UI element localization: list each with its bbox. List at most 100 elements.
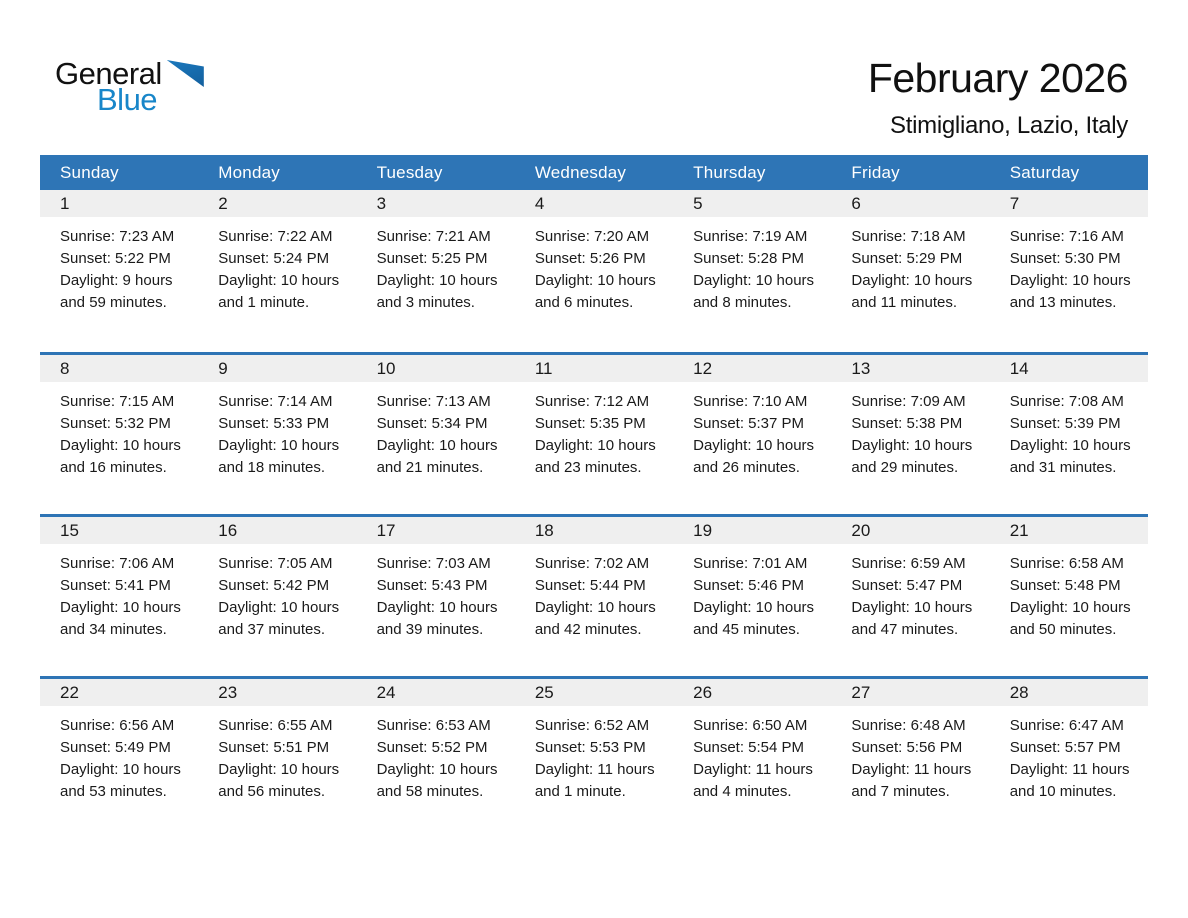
- day-cell: 12 Sunrise: 7:10 AM Sunset: 5:37 PM Dayl…: [673, 355, 832, 514]
- sunset-text: Sunset: 5:28 PM: [693, 250, 805, 267]
- day-info: Sunrise: 7:15 AM Sunset: 5:32 PM Dayligh…: [40, 382, 198, 479]
- day-cell: 11 Sunrise: 7:12 AM Sunset: 5:35 PM Dayl…: [514, 355, 674, 514]
- day-number: 17: [376, 520, 396, 540]
- day-info: Sunrise: 7:10 AM Sunset: 5:37 PM Dayligh…: [673, 382, 831, 479]
- day-info: Sunrise: 7:03 AM Sunset: 5:43 PM Dayligh…: [357, 544, 515, 641]
- day-info: Sunrise: 7:05 AM Sunset: 5:42 PM Dayligh…: [198, 544, 356, 641]
- day-number-band: 24: [356, 679, 515, 706]
- daylight-text-line1: Daylight: 11 hours: [693, 761, 813, 778]
- day-number-band: 7: [989, 190, 1148, 217]
- day-number: 8: [60, 358, 70, 378]
- day-info: Sunrise: 7:23 AM Sunset: 5:22 PM Dayligh…: [40, 217, 198, 314]
- sunrise-text: Sunrise: 6:53 AM: [376, 717, 491, 734]
- day-number-band: 25: [514, 679, 674, 706]
- sunset-text: Sunset: 5:57 PM: [1009, 739, 1121, 756]
- sunset-text: Sunset: 5:46 PM: [693, 577, 805, 594]
- sunset-text: Sunset: 5:37 PM: [693, 415, 805, 432]
- daylight-text-line1: Daylight: 11 hours: [851, 761, 972, 778]
- day-cell: 10 Sunrise: 7:13 AM Sunset: 5:34 PM Dayl…: [356, 355, 515, 514]
- daylight-text-line1: Daylight: 10 hours: [1009, 272, 1131, 289]
- sunset-text: Sunset: 5:22 PM: [60, 250, 171, 267]
- day-cell: 7 Sunrise: 7:16 AM Sunset: 5:30 PM Dayli…: [989, 190, 1148, 352]
- logo-text-general: General: [55, 56, 162, 91]
- daylight-text-line2: and 37 minutes.: [218, 621, 326, 638]
- day-number: 23: [218, 682, 238, 702]
- daylight-text-line2: and 6 minutes.: [534, 294, 634, 311]
- day-number-band: 19: [673, 517, 832, 544]
- day-number-band: 15: [40, 517, 199, 544]
- weekday-header-cell: Tuesday: [376, 162, 443, 182]
- day-number: 21: [1009, 520, 1029, 540]
- day-info: Sunrise: 7:21 AM Sunset: 5:25 PM Dayligh…: [357, 217, 515, 314]
- day-info: Sunrise: 7:02 AM Sunset: 5:44 PM Dayligh…: [515, 544, 673, 641]
- daylight-text-line1: Daylight: 10 hours: [218, 437, 340, 454]
- calendar-table: Sunday Monday Tuesday Wednesday Thursday Frid…: [40, 155, 1148, 838]
- day-info: Sunrise: 6:53 AM Sunset: 5:52 PM Dayligh…: [357, 706, 515, 803]
- logo-triangle-icon: [166, 60, 204, 87]
- sunrise-text: Sunrise: 7:05 AM: [218, 555, 333, 572]
- day-cell: 23 Sunrise: 6:55 AM Sunset: 5:51 PM Dayl…: [198, 679, 357, 838]
- day-cell: 14 Sunrise: 7:08 AM Sunset: 5:39 PM Dayl…: [989, 355, 1148, 514]
- sunset-text: Sunset: 5:48 PM: [1009, 577, 1121, 594]
- daylight-text-line1: Daylight: 11 hours: [534, 761, 655, 778]
- day-cell: 25 Sunrise: 6:52 AM Sunset: 5:53 PM Dayl…: [514, 679, 674, 838]
- sunrise-text: Sunrise: 7:23 AM: [60, 228, 175, 245]
- page-title: February 2026: [867, 55, 1129, 101]
- sunrise-text: Sunrise: 6:59 AM: [851, 555, 966, 572]
- daylight-text-line1: Daylight: 10 hours: [376, 272, 498, 289]
- day-info: Sunrise: 7:16 AM Sunset: 5:30 PM Dayligh…: [990, 217, 1148, 314]
- day-cell: 3 Sunrise: 7:21 AM Sunset: 5:25 PM Dayli…: [356, 190, 515, 352]
- sunrise-text: Sunrise: 7:15 AM: [60, 393, 175, 410]
- day-number: 22: [60, 682, 79, 702]
- daylight-text-line2: and 8 minutes.: [693, 294, 792, 311]
- sunset-text: Sunset: 5:49 PM: [60, 739, 171, 756]
- day-number-band: 17: [356, 517, 515, 544]
- day-number-band: 5: [673, 190, 832, 217]
- daylight-text-line1: Daylight: 11 hours: [1009, 761, 1130, 778]
- daylight-text-line2: and 29 minutes.: [851, 459, 959, 476]
- daylight-text-line1: Daylight: 10 hours: [60, 437, 181, 454]
- day-number: 18: [534, 520, 554, 540]
- day-cell: 24 Sunrise: 6:53 AM Sunset: 5:52 PM Dayl…: [356, 679, 515, 838]
- daylight-text-line2: and 11 minutes.: [851, 294, 958, 311]
- daylight-text-line1: Daylight: 10 hours: [376, 437, 498, 454]
- daylight-text-line1: Daylight: 9 hours: [60, 272, 173, 289]
- day-info: Sunrise: 6:47 AM Sunset: 5:57 PM Dayligh…: [990, 706, 1148, 803]
- weekday-header-cell: Monday: [218, 162, 280, 182]
- day-cell: 28 Sunrise: 6:47 AM Sunset: 5:57 PM Dayl…: [989, 679, 1148, 838]
- day-number: 14: [1009, 358, 1029, 378]
- sunset-text: Sunset: 5:38 PM: [851, 415, 963, 432]
- sunset-text: Sunset: 5:26 PM: [534, 250, 646, 267]
- daylight-text-line1: Daylight: 10 hours: [1009, 599, 1131, 616]
- sunset-text: Sunset: 5:25 PM: [376, 250, 488, 267]
- daylight-text-line1: Daylight: 10 hours: [851, 599, 973, 616]
- day-number: 7: [1009, 193, 1020, 213]
- weekday-header-row: Sunday Monday Tuesday Wednesday Thursday Frid…: [40, 155, 1148, 190]
- day-info: Sunrise: 7:09 AM Sunset: 5:38 PM Dayligh…: [831, 382, 989, 479]
- sunrise-text: Sunrise: 6:58 AM: [1009, 555, 1124, 572]
- daylight-text-line1: Daylight: 10 hours: [534, 599, 656, 616]
- sunset-text: Sunset: 5:34 PM: [376, 415, 488, 432]
- daylight-text-line1: Daylight: 10 hours: [693, 272, 815, 289]
- day-info: Sunrise: 7:13 AM Sunset: 5:34 PM Dayligh…: [357, 382, 515, 479]
- sunrise-text: Sunrise: 7:22 AM: [218, 228, 333, 245]
- sunrise-text: Sunrise: 7:09 AM: [851, 393, 966, 410]
- day-number-band: 16: [198, 517, 357, 544]
- day-cell: 18 Sunrise: 7:02 AM Sunset: 5:44 PM Dayl…: [514, 517, 674, 676]
- daylight-text-line2: and 31 minutes.: [1009, 459, 1117, 476]
- day-number: 10: [376, 358, 396, 378]
- sunrise-text: Sunrise: 7:14 AM: [218, 393, 333, 410]
- daylight-text-line2: and 42 minutes.: [534, 621, 642, 638]
- day-info: Sunrise: 7:01 AM Sunset: 5:46 PM Dayligh…: [673, 544, 831, 641]
- day-number-band: 1: [40, 190, 199, 217]
- daylight-text-line2: and 1 minute.: [218, 294, 310, 311]
- day-cell: 22 Sunrise: 6:56 AM Sunset: 5:49 PM Dayl…: [40, 679, 199, 838]
- day-number: 26: [693, 682, 713, 702]
- daylight-text-line2: and 59 minutes.: [60, 294, 167, 311]
- day-number-band: 8: [40, 355, 199, 382]
- week-row: 15 Sunrise: 7:06 AM Sunset: 5:41 PM Dayl…: [40, 514, 1148, 676]
- day-number: 19: [693, 520, 713, 540]
- day-info: Sunrise: 6:52 AM Sunset: 5:53 PM Dayligh…: [515, 706, 673, 803]
- day-number-band: 20: [831, 517, 990, 544]
